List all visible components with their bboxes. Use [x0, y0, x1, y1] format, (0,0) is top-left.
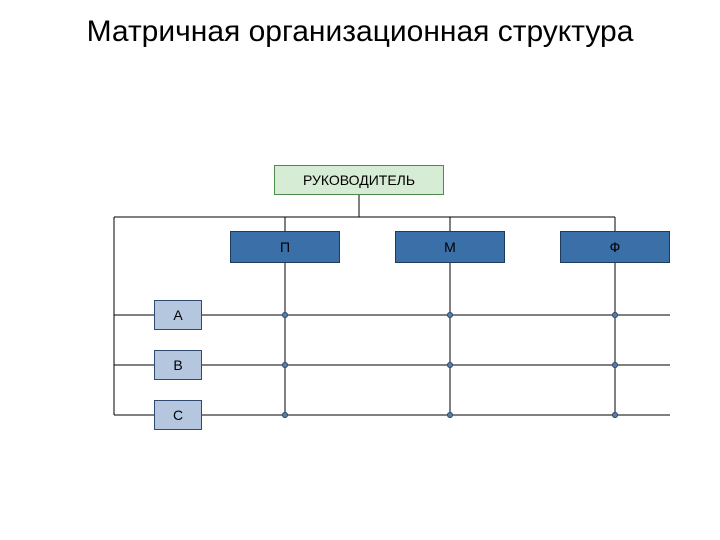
matrix-node-dot	[447, 312, 453, 318]
matrix-node-dot	[612, 312, 618, 318]
project-label-b: В	[173, 357, 182, 373]
connector-lines	[0, 0, 720, 540]
functional-box-f: Ф	[560, 231, 670, 263]
functional-label-p: П	[280, 239, 290, 255]
functional-box-p: П	[230, 231, 340, 263]
leader-box: РУКОВОДИТЕЛЬ	[274, 165, 444, 195]
project-label-c: С	[173, 407, 183, 423]
matrix-node-dot	[612, 412, 618, 418]
functional-label-m: М	[444, 239, 456, 255]
matrix-node-dot	[612, 362, 618, 368]
page-title: Матричная организационная структура	[0, 14, 720, 50]
leader-label: РУКОВОДИТЕЛЬ	[303, 172, 415, 188]
matrix-node-dot	[447, 412, 453, 418]
project-box-a: А	[154, 300, 202, 330]
project-box-c: С	[154, 400, 202, 430]
matrix-node-dot	[282, 412, 288, 418]
functional-box-m: М	[395, 231, 505, 263]
matrix-node-dot	[282, 312, 288, 318]
project-box-b: В	[154, 350, 202, 380]
matrix-node-dot	[447, 362, 453, 368]
project-label-a: А	[173, 307, 182, 323]
matrix-node-dot	[282, 362, 288, 368]
functional-label-f: Ф	[610, 239, 621, 255]
